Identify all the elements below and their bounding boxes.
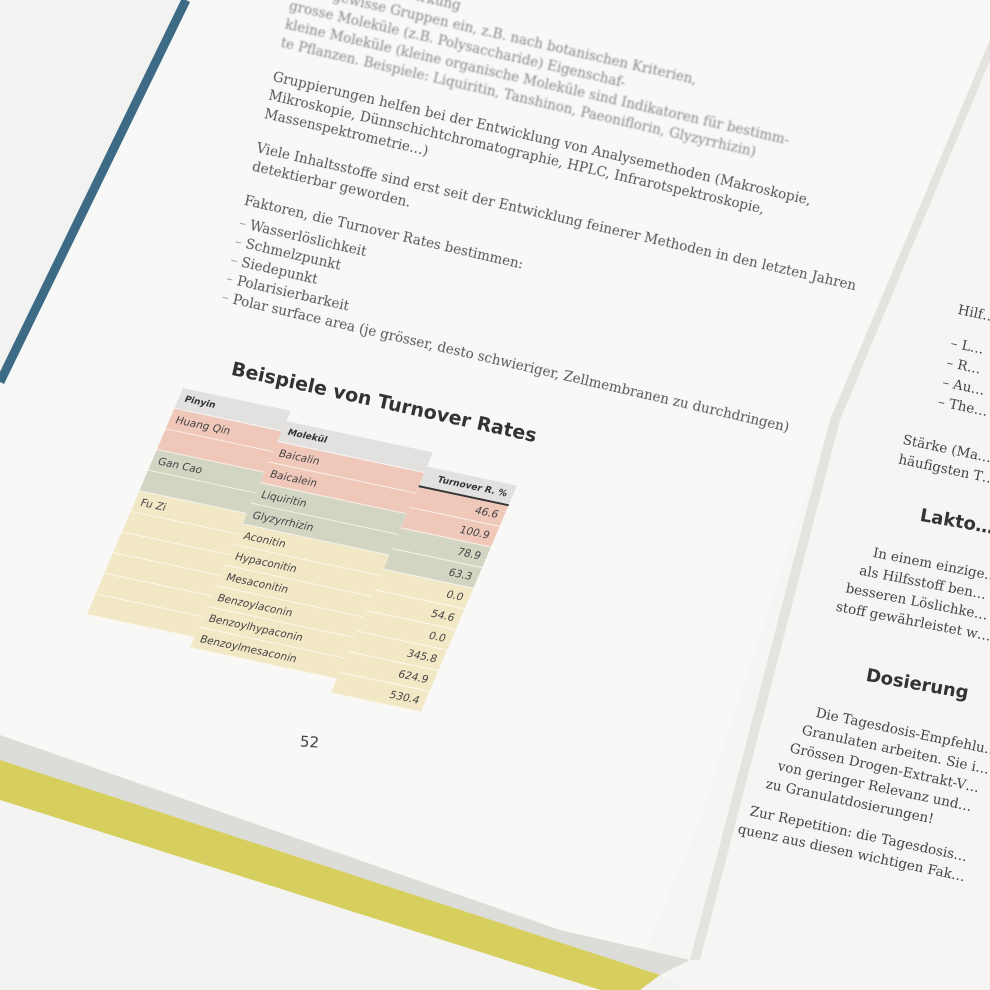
yellow-cover <box>0 760 660 990</box>
gutter-shadow <box>690 40 990 960</box>
table-surface <box>0 800 600 990</box>
page-stack <box>0 735 690 975</box>
page-number: 52 <box>299 732 320 752</box>
cover-spine-edge <box>0 0 191 384</box>
